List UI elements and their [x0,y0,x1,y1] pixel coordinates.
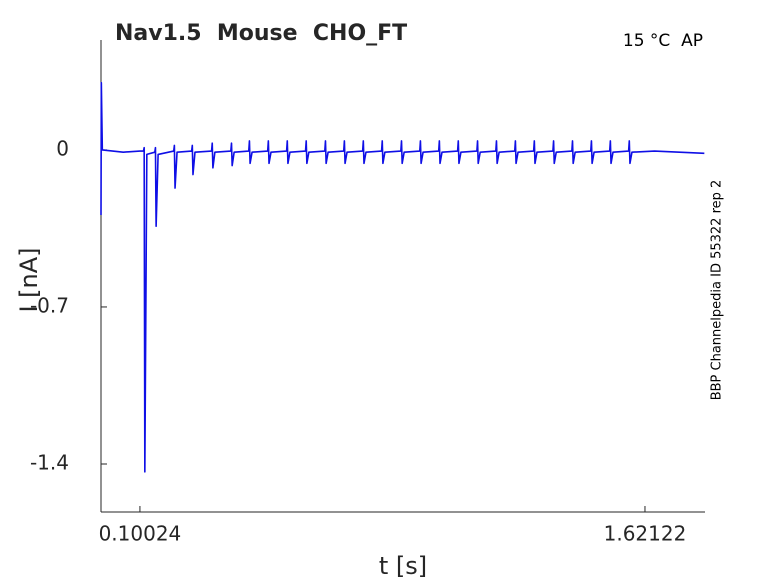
side-label: BBP Channelpedia ID 55322 rep 2 [710,180,725,401]
y-tick-label: -1.4 [30,450,69,474]
y-tick-label: 0 [56,136,69,160]
chart-title: Nav1.5 Mouse CHO_FT [115,21,407,46]
y-axis-label: I [nA] [15,247,43,312]
x-tick-label: 0.10024 [99,522,182,546]
trace [100,81,705,473]
x-tick-label: 1.62122 [604,522,687,546]
annotation: 15 °C AP [623,31,703,51]
x-axis-label: t [s] [379,552,427,580]
y-tick-label: -0.7 [30,293,69,317]
